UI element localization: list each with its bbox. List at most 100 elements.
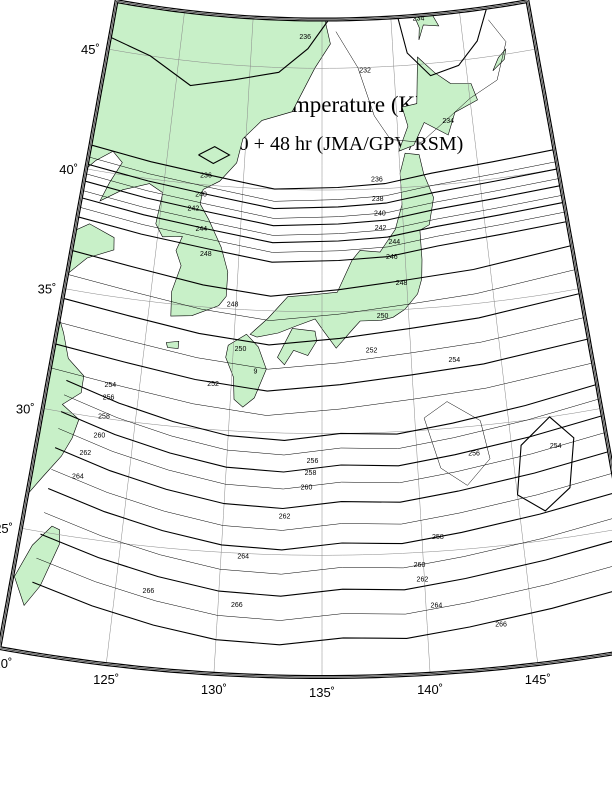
isotherm-line [66,269,577,321]
contour-label: 254 [104,382,116,389]
contour-label: 240 [195,192,207,199]
contour-labels: 2362402422442482482502529254256258260262… [72,15,562,628]
contour-label: 264 [431,603,443,610]
latitude-label: 45˚ [81,42,100,57]
parallel-line [20,527,612,556]
isotherm-line [80,197,565,244]
meridian-line [105,11,185,665]
contour-label: 262 [79,450,91,457]
meridian-line [213,17,254,674]
meridian-line [390,17,431,674]
isotherm-line [66,379,598,441]
jeju-landmass [165,340,180,349]
contour-label: 232 [359,67,371,74]
contour-label: 264 [72,474,84,481]
isotherm-line [47,487,612,551]
isotherm-line [51,469,612,531]
longitude-label: 140˚ [417,682,443,697]
contour-label: 256 [307,458,319,465]
contour-label: 244 [388,239,400,246]
contour-label: 262 [279,513,291,520]
meridian-line [459,11,539,665]
asia-mainland-north-landmass [0,1,331,567]
contour-label: 258 [305,470,317,477]
isotherm-line [198,145,231,165]
parallel-line [86,168,558,191]
contour-label: 234 [413,15,425,22]
isotherm-line [79,206,566,253]
contour-label: 252 [207,381,219,388]
contour-label: 238 [372,196,384,203]
contour-label: 240 [374,211,386,218]
isotherm-line [71,244,572,297]
honshu-landmass [249,152,434,349]
parallel-line [107,48,537,69]
isotherm-line [58,428,606,490]
contour-label: 254 [550,443,562,450]
contour-label: 248 [200,251,212,258]
longitude-label: 120˚ [0,656,12,671]
contour-label: 244 [195,226,207,233]
taiwan-landmass [14,525,60,607]
contour-label: 266 [495,622,507,629]
contour-label: 236 [200,173,212,180]
contour-label: 248 [227,302,239,309]
contour-label: 9 [254,369,258,376]
contour-label: 256 [468,451,480,458]
contour-label: 258 [432,534,444,541]
isotherm-line [54,447,610,510]
isotherm-line [58,317,585,370]
frame-border-outline [0,0,612,678]
contour-label: 234 [442,118,454,125]
graticule [20,11,612,677]
isotherm-line [90,144,555,190]
isotherm-line [50,362,594,416]
isotherm-line [36,557,612,621]
contour-label: 260 [94,432,106,439]
contour-label: 262 [417,577,429,584]
contour-label: 264 [237,553,249,560]
isotherm-line [83,180,562,227]
contour-label: 252 [366,347,378,354]
contour-label: 256 [103,394,115,401]
contour-label: 246 [386,254,398,261]
contour-label: 260 [301,485,313,492]
isotherm-line [397,7,488,77]
isotherm-line [85,173,560,219]
isotherm-line [77,216,568,263]
contour-label: 258 [98,413,110,420]
isotherm-line [62,292,581,346]
longitude-label: 145˚ [525,672,551,687]
contour-layer [32,7,612,646]
isotherm-line [516,416,575,512]
isotherm-line [88,156,557,202]
contour-label: 236 [371,177,383,184]
isotherm-line [63,394,600,456]
latitude-label: 25˚ [0,521,13,536]
isotherm-line [40,533,612,597]
isotherm-line [60,411,603,473]
kurils-landmass [492,48,507,72]
isotherm-line [54,338,589,392]
latitude-label: 35˚ [38,282,57,297]
longitude-label: 125˚ [93,672,119,687]
map-frame [0,0,612,679]
contour-label: 266 [231,602,243,609]
contour-label: 242 [188,206,200,213]
parallel-line [42,408,602,434]
parallel-line [64,288,580,313]
axis-labels: 120˚125˚130˚135˚140˚145˚150˚20˚25˚30˚35˚… [0,42,551,700]
contour-label: 248 [396,280,408,287]
contour-label: 250 [377,313,389,320]
contour-label: 242 [375,225,387,232]
contour-label: 260 [414,562,426,569]
hokkaido-landmass [398,56,478,152]
latitude-label: 30˚ [16,401,35,416]
longitude-label: 130˚ [201,682,227,697]
isotherm-line [423,401,491,486]
contour-label: 266 [143,588,155,595]
contour-label: 236 [299,34,311,41]
isotherm-line [86,163,559,210]
latitude-label: 40˚ [59,162,78,177]
